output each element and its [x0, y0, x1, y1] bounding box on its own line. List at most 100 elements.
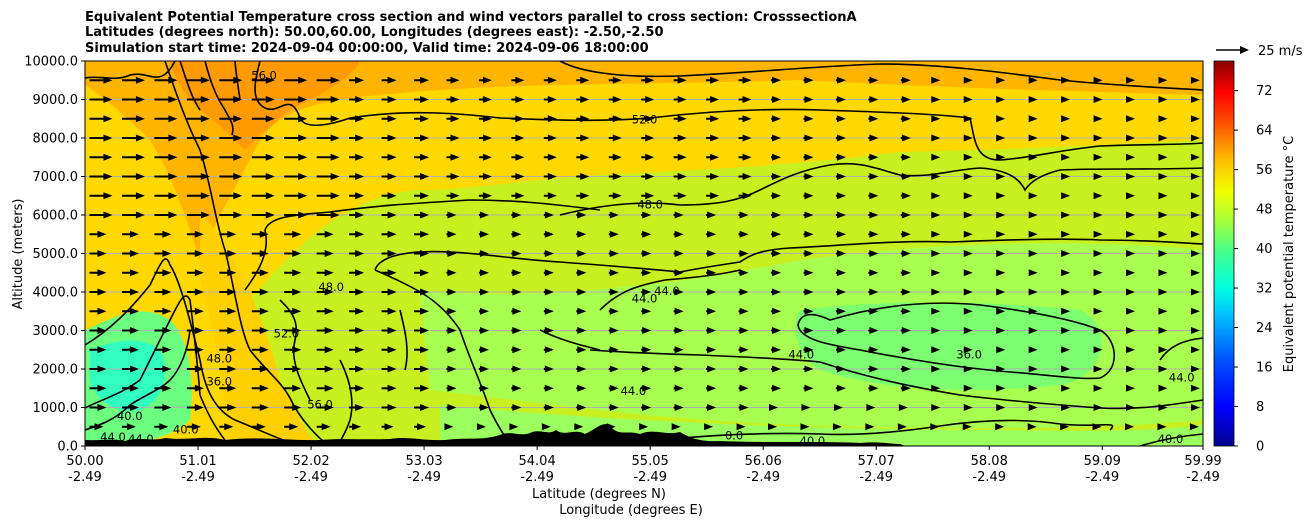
wind-vector: [478, 76, 492, 84]
wind-vector: [446, 153, 460, 161]
wind-vector: [284, 423, 299, 431]
wind-vector: [1028, 173, 1038, 180]
wind-vector: [771, 365, 782, 373]
wind-vector: [478, 173, 492, 180]
wind-vector: [963, 346, 973, 354]
wind-vector: [511, 134, 525, 142]
wind-vector: [835, 211, 846, 219]
wind-vector: [251, 365, 269, 373]
wind-vector: [349, 115, 365, 123]
y-tick-label: 1000.0: [33, 401, 79, 416]
wind-vector: [706, 115, 720, 123]
wind-vector: [186, 365, 204, 373]
wind-vector: [1126, 115, 1136, 123]
x-tick-label-lon: -2.49: [859, 470, 893, 485]
wind-vector: [543, 404, 554, 411]
wind-vector: [251, 346, 269, 354]
wind-vector: [121, 211, 145, 219]
wind-vector: [868, 153, 879, 161]
wind-vector: [576, 365, 587, 373]
wind-vector: [673, 288, 684, 296]
wind-vector: [154, 269, 172, 277]
y-axis-label: Altitude (meters): [11, 199, 26, 310]
wind-vector: [706, 404, 717, 411]
wind-vector: [608, 250, 619, 257]
wind-vector: [803, 250, 814, 257]
wind-vector: [931, 288, 941, 296]
wind-vector: [576, 192, 590, 200]
quiver-key-arrowhead: [1240, 46, 1249, 54]
wind-vector: [349, 134, 365, 142]
wind-vector: [349, 404, 365, 411]
wind-vector: [511, 173, 525, 180]
wind-vector: [900, 211, 911, 219]
wind-vector: [673, 153, 687, 161]
wind-vector: [576, 211, 587, 219]
wind-vector: [996, 115, 1006, 123]
wind-vector: [543, 76, 557, 84]
wind-vector: [738, 153, 752, 161]
wind-vector: [608, 384, 619, 392]
wind-vector: [543, 115, 557, 123]
wind-vector: [576, 134, 590, 142]
wind-vector: [706, 211, 717, 219]
wind-vector: [996, 134, 1006, 142]
contour-label: 44.0: [128, 432, 154, 446]
wind-vector: [1190, 365, 1200, 373]
wind-vector: [154, 192, 178, 200]
wind-vector: [996, 173, 1006, 180]
wind-vector: [1093, 115, 1103, 123]
wind-vector: [349, 365, 365, 373]
wind-vector: [284, 153, 308, 161]
wind-vector: [219, 404, 237, 411]
wind-vector: [154, 307, 172, 315]
wind-vector: [963, 384, 973, 392]
wind-vector: [835, 346, 846, 354]
wind-vector: [251, 211, 275, 219]
wind-vector: [576, 404, 587, 411]
wind-vector: [511, 404, 522, 411]
wind-vector: [511, 192, 525, 200]
wind-vector: [154, 327, 172, 334]
wind-vector: [608, 327, 619, 334]
wind-vector: [771, 346, 782, 354]
wind-vector: [868, 173, 879, 180]
wind-vector: [349, 269, 365, 277]
wind-vector: [900, 365, 911, 373]
wind-vector: [673, 192, 687, 200]
wind-vector: [931, 384, 941, 392]
contour-label: 36.0: [956, 347, 982, 361]
wind-vector: [1190, 250, 1200, 257]
contour-label: 44.0: [100, 430, 126, 444]
wind-vector: [706, 192, 720, 200]
wind-vector: [121, 250, 139, 257]
wind-vector: [931, 307, 941, 315]
wind-vector: [511, 76, 525, 84]
wind-vector: [446, 76, 460, 84]
wind-vector: [446, 211, 457, 219]
contour-label: 48.0: [637, 197, 663, 211]
wind-vector: [1028, 76, 1038, 84]
y-tick-label: 6000.0: [33, 209, 79, 224]
wind-vector: [803, 269, 814, 277]
y-tick-label: 4000.0: [33, 286, 79, 301]
wind-vector: [251, 134, 275, 142]
wind-vector: [738, 250, 749, 257]
wind-vector: [801, 404, 811, 411]
wind-vector: [1158, 115, 1168, 123]
wind-vector: [349, 307, 365, 315]
wind-vector: [996, 384, 1006, 392]
wind-vector: [219, 192, 243, 200]
wind-vector: [1028, 230, 1038, 238]
x-tick-label-lon: -2.49: [294, 470, 328, 485]
wind-vector: [446, 192, 460, 200]
wind-vector: [673, 230, 684, 238]
wind-vector: [738, 76, 752, 84]
wind-vector: [316, 250, 334, 257]
wind-vector: [1061, 211, 1071, 219]
wind-vector: [803, 173, 814, 180]
wind-vector: [543, 384, 554, 392]
wind-vector: [349, 211, 365, 219]
wind-vector: [414, 96, 430, 103]
wind-vector: [186, 346, 204, 354]
